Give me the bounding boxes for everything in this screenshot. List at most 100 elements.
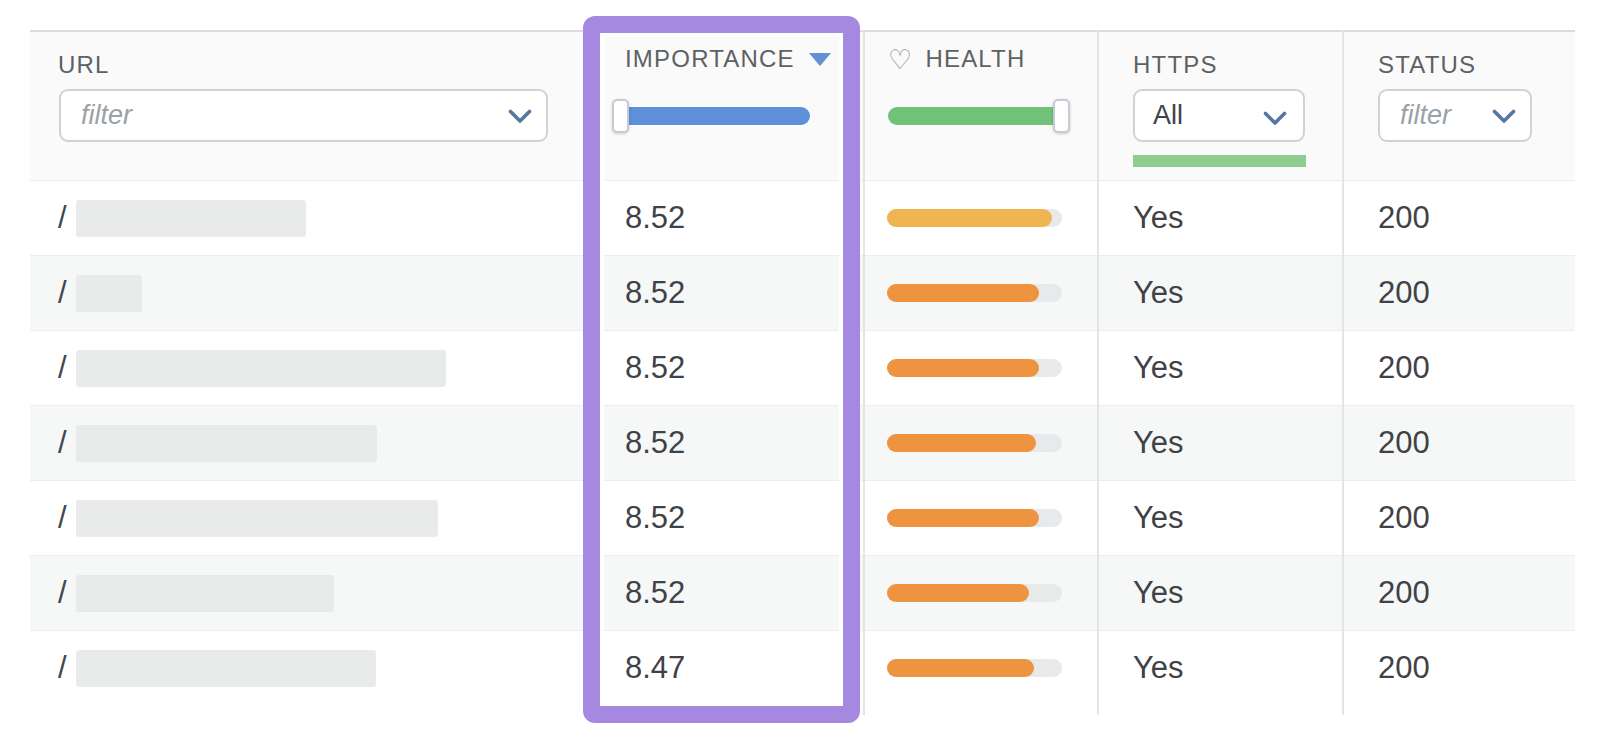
health-bar xyxy=(887,584,1062,602)
column-divider xyxy=(863,30,865,715)
health-bar xyxy=(887,284,1062,302)
importance-value: 8.52 xyxy=(625,500,685,536)
url-cell[interactable]: / xyxy=(30,331,563,405)
url-filter-input[interactable] xyxy=(59,89,548,142)
https-value: Yes xyxy=(1133,500,1184,536)
column-header-https: HTTPS All xyxy=(1097,32,1342,180)
column-header-url: URL xyxy=(30,32,563,180)
importance-cell: 8.47 xyxy=(563,631,863,705)
url-cell[interactable]: / xyxy=(30,631,563,705)
url-prefix: / xyxy=(58,425,67,461)
url-cell[interactable]: / xyxy=(30,406,563,480)
https-value: Yes xyxy=(1133,650,1184,686)
health-bar-fill xyxy=(887,509,1039,527)
status-value: 200 xyxy=(1378,275,1430,311)
status-cell: 200 xyxy=(1342,631,1575,705)
health-slider-track[interactable] xyxy=(888,107,1070,125)
health-cell xyxy=(863,481,1097,555)
url-prefix: / xyxy=(58,275,67,311)
chevron-down-icon xyxy=(1263,111,1287,126)
url-redacted-block xyxy=(76,200,306,237)
importance-range-slider[interactable] xyxy=(612,99,810,133)
column-divider xyxy=(1342,30,1344,715)
health-range-slider[interactable] xyxy=(888,99,1070,133)
heart-outline-icon: ♡ xyxy=(888,46,913,73)
status-cell: 200 xyxy=(1342,181,1575,255)
https-selected-option: All xyxy=(1153,100,1183,131)
health-cell xyxy=(863,556,1097,630)
https-cell: Yes xyxy=(1097,631,1342,705)
importance-slider-handle[interactable] xyxy=(612,99,629,133)
health-bar xyxy=(887,434,1062,452)
https-filter: All xyxy=(1133,89,1305,142)
health-slider-handle[interactable] xyxy=(1053,99,1070,133)
importance-slider-track[interactable] xyxy=(620,107,810,125)
importance-cell: 8.52 xyxy=(563,406,863,480)
url-prefix: / xyxy=(58,575,67,611)
status-value: 200 xyxy=(1378,425,1430,461)
status-value: 200 xyxy=(1378,200,1430,236)
url-redacted-block xyxy=(76,650,376,687)
status-filter xyxy=(1378,89,1532,142)
health-bar xyxy=(887,209,1062,227)
health-cell xyxy=(863,181,1097,255)
url-cell[interactable]: / xyxy=(30,481,563,555)
url-prefix: / xyxy=(58,200,67,236)
url-cell[interactable]: / xyxy=(30,181,563,255)
status-cell: 200 xyxy=(1342,406,1575,480)
sort-desc-icon[interactable] xyxy=(809,53,831,66)
importance-value: 8.52 xyxy=(625,425,685,461)
importance-value: 8.47 xyxy=(625,650,685,686)
status-cell: 200 xyxy=(1342,556,1575,630)
https-filter-select[interactable]: All xyxy=(1133,89,1305,142)
health-bar xyxy=(887,509,1062,527)
health-bar-fill xyxy=(887,359,1039,377)
column-header-importance: IMPORTANCE xyxy=(563,32,863,180)
status-value: 200 xyxy=(1378,650,1430,686)
url-cell[interactable]: / xyxy=(30,256,563,330)
health-cell xyxy=(863,256,1097,330)
status-cell: 200 xyxy=(1342,481,1575,555)
importance-cell: 8.52 xyxy=(563,256,863,330)
health-bar xyxy=(887,359,1062,377)
status-filter-input[interactable] xyxy=(1378,89,1532,142)
importance-cell: 8.52 xyxy=(563,181,863,255)
url-filter xyxy=(59,89,548,142)
url-cell[interactable]: / xyxy=(30,556,563,630)
url-prefix: / xyxy=(58,650,67,686)
status-value: 200 xyxy=(1378,575,1430,611)
status-value: 200 xyxy=(1378,500,1430,536)
importance-value: 8.52 xyxy=(625,350,685,386)
https-cell: Yes xyxy=(1097,331,1342,405)
importance-value: 8.52 xyxy=(625,575,685,611)
https-cell: Yes xyxy=(1097,181,1342,255)
site-audit-crawled-pages-table: URL IMPORTANCE ♡ HEALTH xyxy=(0,0,1600,745)
importance-value: 8.52 xyxy=(625,200,685,236)
https-cell: Yes xyxy=(1097,406,1342,480)
https-cell: Yes xyxy=(1097,556,1342,630)
health-bar-fill xyxy=(887,209,1052,227)
url-redacted-block xyxy=(76,350,446,387)
importance-column-label[interactable]: IMPORTANCE xyxy=(625,45,795,73)
url-redacted-block xyxy=(76,425,377,462)
health-bar xyxy=(887,659,1062,677)
column-header-status: STATUS xyxy=(1342,32,1575,180)
url-column-label: URL xyxy=(58,51,110,79)
https-value: Yes xyxy=(1133,275,1184,311)
health-bar-fill xyxy=(887,284,1039,302)
importance-cell: 8.52 xyxy=(563,556,863,630)
health-cell xyxy=(863,331,1097,405)
https-value: Yes xyxy=(1133,575,1184,611)
importance-cell: 8.52 xyxy=(563,331,863,405)
https-cell: Yes xyxy=(1097,481,1342,555)
status-cell: 200 xyxy=(1342,256,1575,330)
health-column-label[interactable]: HEALTH xyxy=(925,45,1025,73)
importance-cell: 8.52 xyxy=(563,481,863,555)
importance-value: 8.52 xyxy=(625,275,685,311)
health-cell xyxy=(863,406,1097,480)
column-header-health: ♡ HEALTH xyxy=(863,32,1097,180)
https-column-label: HTTPS xyxy=(1133,51,1218,79)
status-cell: 200 xyxy=(1342,331,1575,405)
url-redacted-block xyxy=(76,500,438,537)
url-redacted-block xyxy=(76,275,142,312)
